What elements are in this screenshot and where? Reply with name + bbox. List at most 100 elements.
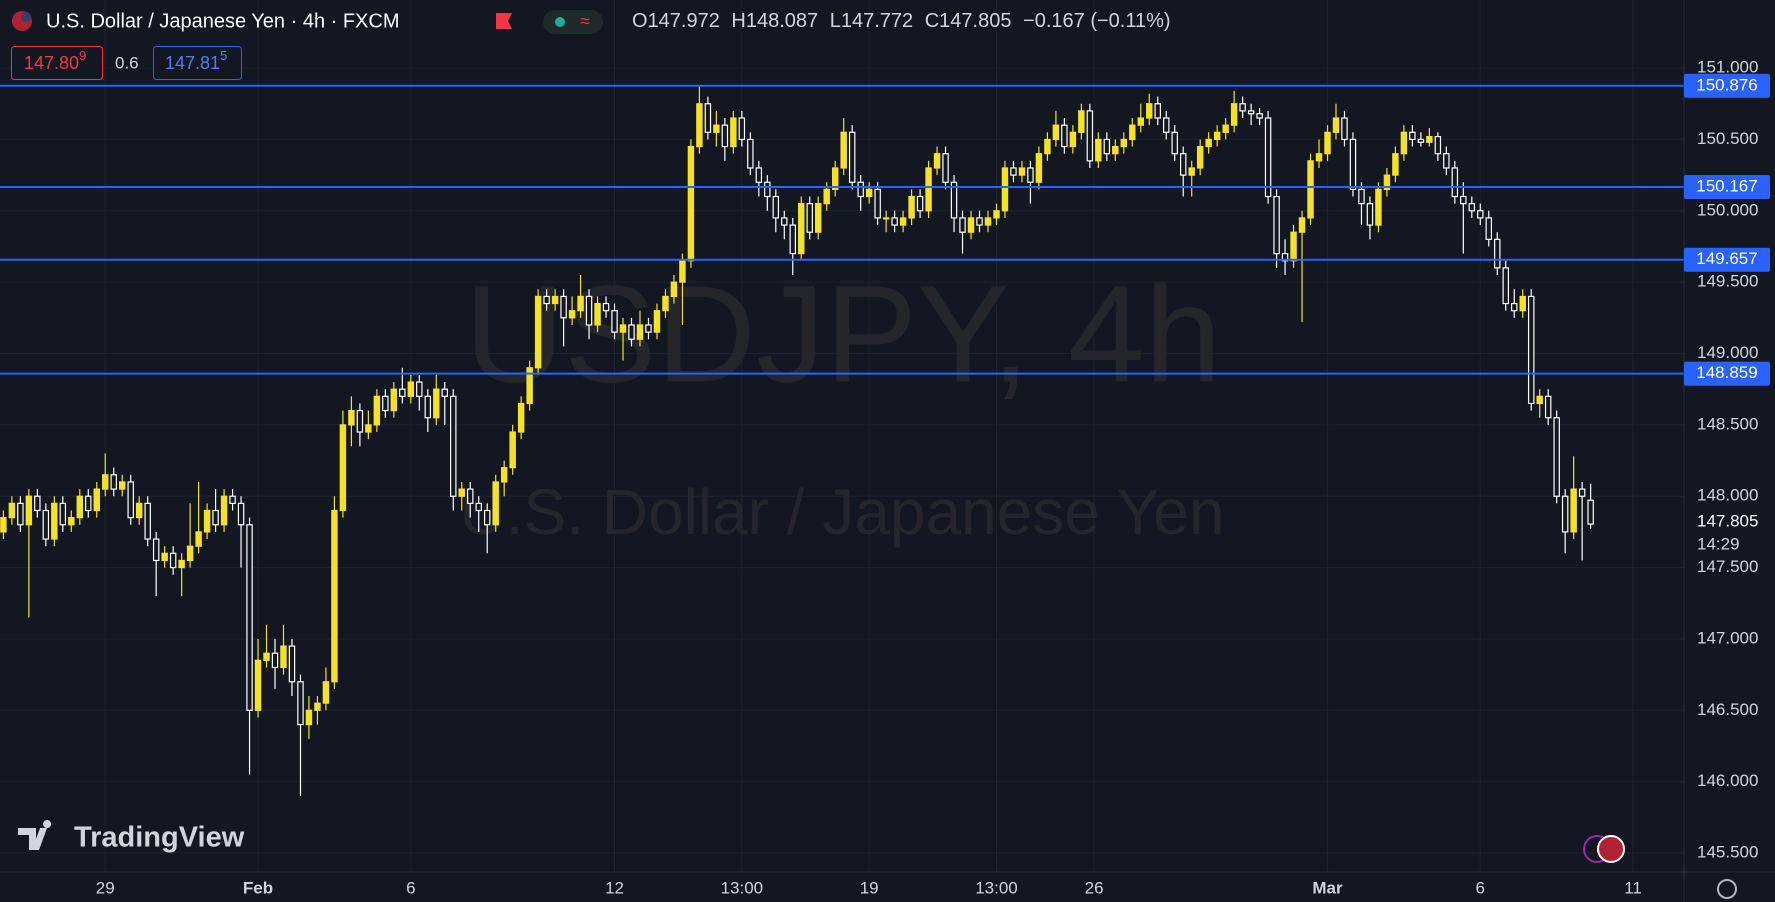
candle-body bbox=[161, 552, 168, 562]
symbol-title[interactable]: U.S. Dollar / Japanese Yen · 4h · FXCM bbox=[46, 10, 400, 32]
candle-body bbox=[1196, 145, 1204, 169]
candle-body bbox=[458, 488, 465, 497]
candle-body bbox=[466, 488, 474, 504]
candle-body bbox=[1417, 138, 1425, 143]
candle-body bbox=[178, 559, 185, 569]
candle-body bbox=[450, 395, 457, 497]
candle-body bbox=[1222, 124, 1229, 133]
candle-body bbox=[365, 424, 372, 433]
candle-body bbox=[1290, 231, 1297, 262]
ohlc-letter: C bbox=[925, 10, 939, 32]
buy-price-main: 147.81 bbox=[165, 53, 220, 73]
candle-body bbox=[1324, 131, 1331, 155]
candle-body bbox=[764, 181, 771, 198]
candle-body bbox=[781, 217, 788, 226]
candle-body bbox=[1434, 135, 1442, 155]
buy-box[interactable] bbox=[153, 46, 242, 80]
candle-body bbox=[577, 295, 584, 312]
candle-body bbox=[441, 388, 448, 397]
candle-body bbox=[908, 195, 915, 219]
x-tick-label: Mar bbox=[1312, 878, 1343, 897]
candle-body bbox=[594, 302, 601, 326]
sell-box[interactable] bbox=[11, 46, 103, 80]
candle-body bbox=[1171, 131, 1178, 155]
candle-body bbox=[407, 381, 415, 397]
level-label-box bbox=[1684, 73, 1770, 98]
candle-body bbox=[925, 167, 932, 212]
candle-body bbox=[891, 217, 898, 226]
candle-body bbox=[110, 474, 117, 490]
candle-body bbox=[543, 295, 550, 305]
y-tick-label: 148.000 bbox=[1697, 486, 1758, 505]
candle-body bbox=[1018, 167, 1026, 176]
ohlc-value: 147.972 bbox=[648, 10, 720, 32]
candle-body bbox=[560, 295, 567, 319]
y-tick-label: 150.500 bbox=[1697, 129, 1758, 148]
candle-body bbox=[1315, 153, 1323, 162]
candle-body bbox=[1188, 167, 1195, 176]
flag-marker[interactable] bbox=[496, 13, 512, 29]
ohlc-change: −0.167 (−0.11%) bbox=[1023, 10, 1171, 32]
candle-body bbox=[305, 709, 313, 726]
event-flag[interactable] bbox=[1597, 835, 1625, 863]
candle-body bbox=[186, 545, 194, 562]
candle-body bbox=[1256, 113, 1263, 119]
y-tick-label: 145.500 bbox=[1697, 843, 1758, 862]
x-tick-label: 12 bbox=[605, 878, 624, 897]
x-tick-label: 29 bbox=[96, 878, 115, 897]
x-tick-label: 13:00 bbox=[721, 878, 764, 897]
ohlc-value: 147.772 bbox=[841, 10, 913, 32]
candle-body bbox=[882, 217, 890, 220]
candle-body bbox=[1213, 131, 1221, 141]
candle-body bbox=[874, 188, 881, 219]
candle-body bbox=[1332, 117, 1340, 133]
candle-body bbox=[967, 217, 975, 233]
candle-body bbox=[433, 388, 440, 419]
candle-body bbox=[246, 524, 253, 711]
candle-body bbox=[1179, 153, 1187, 176]
candle-body bbox=[772, 195, 780, 219]
candle-body bbox=[1129, 124, 1136, 141]
symbol-flag-inner bbox=[21, 12, 31, 22]
candle-body bbox=[1027, 167, 1034, 183]
candle-body bbox=[865, 188, 873, 198]
candle-body bbox=[517, 402, 525, 433]
candle-body bbox=[1400, 131, 1408, 155]
candle-body bbox=[1485, 217, 1493, 240]
candle-body bbox=[1273, 195, 1280, 255]
level-label: 149.657 bbox=[1696, 249, 1757, 268]
candle-body bbox=[1460, 195, 1467, 205]
candle-body bbox=[1578, 488, 1586, 497]
candle-body bbox=[271, 652, 279, 669]
ohlc-letter: L bbox=[830, 10, 841, 32]
candle-body bbox=[25, 495, 33, 526]
level-label: 150.876 bbox=[1696, 75, 1757, 94]
candle-body bbox=[68, 517, 75, 526]
candle-body bbox=[237, 502, 245, 526]
sell-price-main: 147.80 bbox=[24, 53, 79, 73]
settings-icon[interactable] bbox=[1717, 879, 1737, 899]
candle-body bbox=[755, 167, 763, 183]
candle-body bbox=[815, 203, 822, 233]
candle-body bbox=[1264, 117, 1272, 198]
candle-body bbox=[1443, 153, 1450, 169]
sell-price-pip: 9 bbox=[79, 48, 86, 63]
grid bbox=[0, 0, 1684, 872]
candle-body bbox=[789, 224, 797, 255]
buy-price: 147.815 bbox=[165, 48, 227, 72]
candle-body bbox=[1078, 110, 1085, 133]
status-pill[interactable] bbox=[543, 10, 603, 34]
candle-body bbox=[636, 324, 644, 340]
candle-body bbox=[220, 495, 228, 526]
brand-name[interactable]: TradingView bbox=[74, 822, 245, 854]
candle-body bbox=[1570, 488, 1577, 533]
x-tick-label: 13:00 bbox=[975, 878, 1018, 897]
candle-body bbox=[1137, 117, 1145, 126]
candle-body bbox=[373, 395, 381, 426]
candle-body bbox=[1409, 131, 1416, 141]
candle-body bbox=[280, 645, 287, 669]
candle-body bbox=[34, 495, 41, 512]
candle-body bbox=[1426, 135, 1433, 143]
y-tick-label: 149.000 bbox=[1697, 343, 1758, 362]
